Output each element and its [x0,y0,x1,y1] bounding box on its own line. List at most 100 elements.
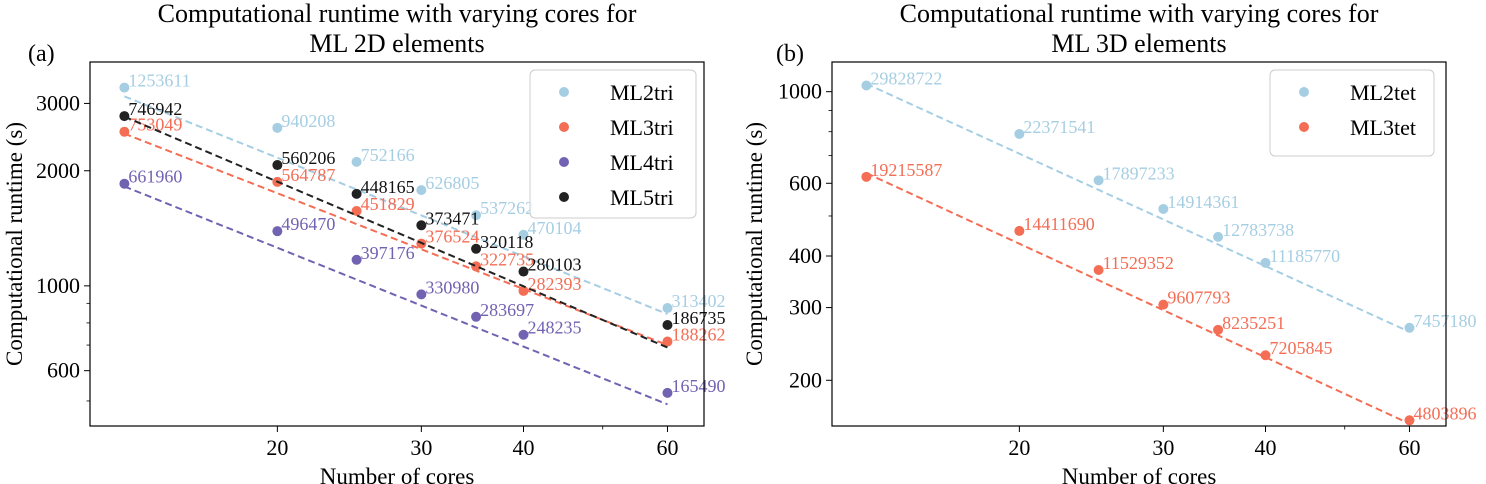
legend-entry: ML2tet [1350,80,1416,105]
data-point-ML3tet [1014,225,1025,236]
data-label-ML5tri: 320118 [480,232,533,252]
chart-title-line: ML 2D elements [309,29,484,58]
data-label-ML3tri: 376524 [425,227,479,247]
data-point-ML2tet [1404,322,1415,333]
data-label-ML3tri: 753049 [128,115,182,135]
legend-marker [1299,122,1309,132]
data-point-ML2tri [471,210,482,221]
data-point-ML3tet [1260,350,1271,361]
data-label-ML3tet: 7205845 [1269,338,1332,358]
data-label-ML4tri: 330980 [425,277,479,297]
data-point-ML2tet [1093,175,1104,186]
data-label-ML5tri: 448165 [361,177,415,197]
data-point-ML4tri [518,329,529,340]
data-point-ML5tri [471,243,482,254]
data-label-ML2tet: 22371541 [1023,117,1095,137]
data-label-ML2tet: 7457180 [1413,311,1476,331]
fit-line-ML4tri [124,185,668,406]
data-label-ML4tri: 661960 [128,167,182,187]
data-point-ML2tet [1260,257,1271,268]
x-tick-label: 20 [266,435,288,460]
fit-line-ML3tri [124,132,668,347]
data-point-ML3tri [351,205,362,216]
x-tick-label: 20 [1008,435,1030,460]
data-point-ML2tet [1014,128,1025,139]
fit-line-ML3tet [865,172,1410,425]
panel-label: (a) [28,41,55,67]
chart-panel-a: Computational runtime with varying cores… [2,0,725,484]
data-label-ML5tri: 373471 [425,208,479,228]
data-point-ML5tri [662,319,673,330]
y-tick-label: 300 [789,295,822,320]
y-tick-label: 1000 [778,79,822,104]
data-label-ML2tri: 626805 [425,173,479,193]
legend-marker [559,122,569,132]
data-point-ML2tri [351,156,362,167]
data-point-ML4tri [471,311,482,322]
data-point-ML2tet [1213,231,1224,242]
series-ML2tet: 29828722 22371541 17897233 14914361 12783738… [861,69,1476,333]
data-point-ML2tri [416,185,427,196]
data-point-ML3tet [861,171,872,182]
legend: ML2tet ML3tet [1269,69,1435,157]
y-tick-label: 600 [789,170,822,195]
data-label-ML3tri: 282393 [527,274,581,294]
data-label-ML3tet: 19215587 [870,160,942,180]
data-point-ML2tri [518,229,529,240]
data-label-ML3tet: 11529352 [1103,253,1174,273]
legend-marker [559,157,569,167]
data-label-ML4tri: 248235 [527,318,581,338]
data-label-ML2tri: 1253611 [128,71,190,91]
data-point-ML4tri [119,178,130,189]
data-point-ML3tet [1158,299,1169,310]
chart-panel-b: Computational runtime with varying cores… [742,0,1476,484]
x-tick-label: 30 [410,435,432,460]
panel-label: (b) [776,41,804,67]
data-label-ML3tet: 8235251 [1222,313,1285,333]
data-label-ML5tri: 560206 [281,148,335,168]
data-label-ML2tri: 752166 [361,145,415,165]
data-point-ML5tri [119,111,130,122]
data-label-ML4tri: 165490 [671,376,725,396]
data-point-ML3tri [662,336,673,347]
fit-line-ML2tet [865,82,1410,333]
plot-frame [831,61,1447,427]
data-point-ML2tri [119,82,130,93]
data-label-ML3tet: 14411690 [1023,214,1094,234]
data-label-ML2tri: 313402 [671,291,725,311]
legend-marker [559,192,569,202]
y-axis-label: Computational runtime (s) [742,122,767,366]
data-label-ML2tet: 11185770 [1269,246,1340,266]
data-label-ML2tri: 940208 [281,111,335,131]
data-point-ML3tet [1213,324,1224,335]
data-point-ML2tri [272,122,283,133]
series-ML3tet: 19215587 14411690 11529352 9607793 8235251 72… [861,160,1476,426]
data-label-ML4tri: 283697 [480,300,534,320]
data-point-ML3tri [471,261,482,272]
data-label-ML5tri: 746942 [128,99,182,119]
data-label-ML2tet: 14914361 [1167,192,1239,212]
chart-title-line: Computational runtime with varying cores… [158,0,637,28]
data-point-ML2tet [1158,203,1169,214]
legend-entry: ML4tri [610,150,674,175]
legend-box [1269,69,1435,157]
legend-entry: ML3tet [1350,115,1416,140]
x-tick-label: 60 [656,435,678,460]
x-tick-label: 40 [1254,435,1276,460]
y-tick-label: 1000 [36,273,80,298]
data-label-ML2tri: 470104 [527,218,581,238]
legend-entry: ML3tri [610,115,674,140]
x-tick-label: 40 [512,435,534,460]
data-label-ML4tri: 397176 [361,243,415,263]
data-point-ML3tet [1404,415,1415,426]
y-tick-label: 3000 [36,90,80,115]
legend-marker [559,87,569,97]
data-point-ML4tri [351,254,362,265]
data-label-ML2tri: 537262 [480,198,534,218]
data-point-ML2tet [861,80,872,91]
y-tick-label: 600 [47,358,80,383]
